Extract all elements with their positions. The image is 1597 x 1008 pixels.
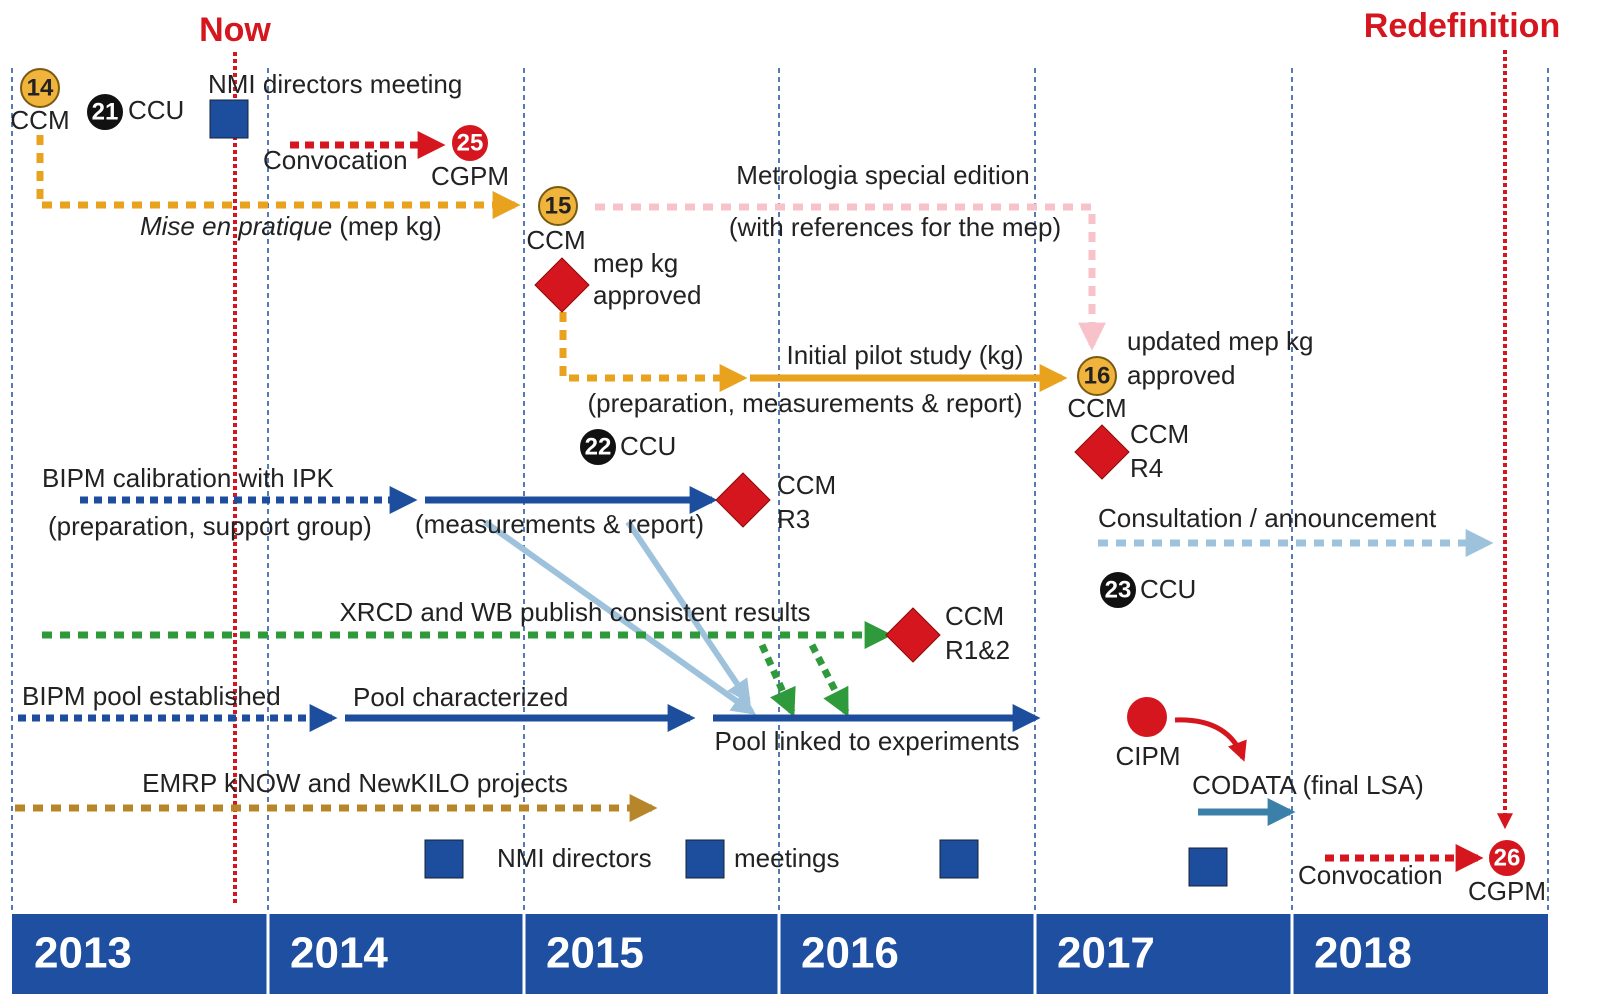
badge [85, 92, 125, 132]
approval-diamond [715, 472, 771, 528]
approval-diamond [534, 257, 590, 313]
year-label: 2018 [1314, 929, 1412, 978]
year-label: 2013 [34, 929, 132, 978]
event-label: R3 [777, 504, 810, 534]
badge-number: 25 [457, 129, 484, 156]
badge [578, 427, 618, 467]
metrologia-arrow [595, 203, 1106, 351]
event-label-part: (mep kg) [339, 211, 442, 241]
event-label: (preparation, support group) [48, 511, 372, 541]
mep-arrow [36, 135, 521, 219]
xrcd-link-arrow [808, 643, 850, 717]
cipm-dot [1127, 697, 1167, 737]
event-label: (with references for the mep) [729, 212, 1061, 242]
event-label: EMRP kNOW and NewKILO projects [142, 768, 568, 798]
badge-number: 16 [1084, 362, 1111, 389]
approval-diamond [885, 607, 941, 663]
year-label: 2016 [801, 929, 899, 978]
badge [20, 68, 60, 108]
event-label: meetings [734, 843, 840, 873]
badge-label: CCU [128, 95, 184, 125]
badge-label: CCM [10, 105, 69, 135]
badge-label: CCM [526, 225, 585, 255]
event-label: NMI directors meeting [208, 69, 462, 99]
badge [450, 123, 490, 163]
badge-label: CCM [1067, 393, 1126, 423]
badge-number: 23 [1105, 576, 1132, 603]
event-label: CCM [945, 601, 1004, 631]
event-label: CIPM [1116, 741, 1181, 771]
event-label: Mise en pratique (mep kg) [140, 211, 442, 241]
year-label: 2014 [290, 929, 388, 978]
badge-label: CGPM [431, 161, 509, 191]
meeting-square [424, 839, 464, 879]
badge-number: 21 [92, 98, 119, 125]
event-label: (measurements & report) [415, 509, 704, 539]
event-label: BIPM pool established [22, 681, 281, 711]
event-label: CCM [777, 470, 836, 500]
event-label: CODATA (final LSA) [1192, 770, 1424, 800]
event-label: updated mep kg [1127, 326, 1313, 356]
event-label: mep kg [593, 248, 678, 278]
now-label: Now [199, 11, 271, 49]
year-label: 2015 [546, 929, 644, 978]
event-label: Metrologia special edition [736, 160, 1029, 190]
meeting-square [685, 839, 725, 879]
event-label: CCM [1130, 419, 1189, 449]
event-label: R1&2 [945, 635, 1010, 665]
event-label: Pool linked to experiments [715, 726, 1020, 756]
event-label: Consultation / announcement [1098, 503, 1437, 533]
badge-label: CCU [1140, 574, 1196, 604]
event-label: Initial pilot study (kg) [787, 340, 1024, 370]
badge [1098, 570, 1138, 610]
event-label: approved [593, 280, 701, 310]
meeting-square [939, 839, 979, 879]
event-label: Convocation [263, 145, 408, 175]
link-arrow [625, 520, 751, 704]
meeting-square [1188, 847, 1228, 887]
badge [1487, 838, 1527, 878]
year-label: 2017 [1057, 929, 1155, 978]
badge [538, 186, 578, 226]
badge-label: CGPM [1468, 876, 1546, 906]
event-label: R4 [1130, 453, 1163, 483]
badge-label: CCU [620, 431, 676, 461]
meeting-square [209, 99, 249, 139]
xrcd-link-arrow [758, 643, 796, 718]
event-label: (preparation, measurements & report) [588, 388, 1023, 418]
badge-number: 26 [1494, 844, 1521, 871]
badge-number: 14 [27, 74, 54, 101]
pilot-prep-arrow [559, 312, 748, 392]
event-label: NMI directors [497, 843, 652, 873]
redefinition-label: Redefinition [1364, 7, 1560, 45]
event-label-italic: Mise en pratique [140, 211, 332, 241]
approval-diamond [1074, 424, 1130, 480]
badge [1077, 356, 1117, 396]
link-arrow [483, 519, 756, 715]
event-label: XRCD and WB publish consistent results [339, 597, 810, 627]
cipm-arrow [1174, 717, 1247, 762]
event-label: BIPM calibration with IPK [42, 463, 335, 493]
event-label: approved [1127, 360, 1235, 390]
event-label: Pool characterized [353, 682, 568, 712]
event-label: Convocation [1298, 860, 1443, 890]
badge-number: 15 [545, 192, 572, 219]
badge-number: 22 [585, 433, 612, 460]
